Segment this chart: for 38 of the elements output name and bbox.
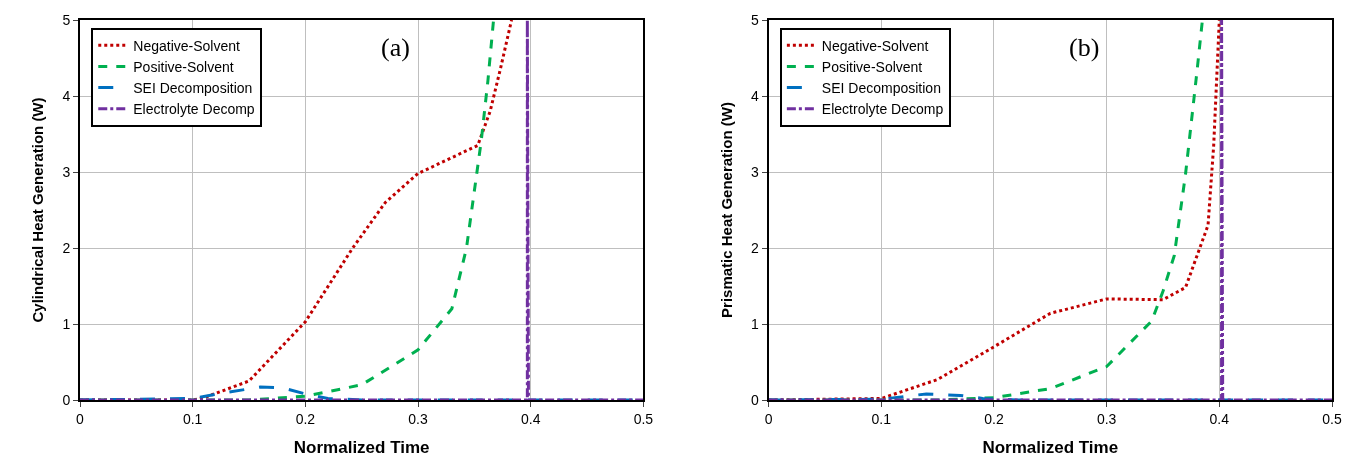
x-tick-label: 0.2 — [295, 410, 316, 427]
x-tick-label: 0.1 — [871, 410, 892, 427]
y-tick-label: 3 — [751, 163, 759, 180]
y-tick-label: 2 — [62, 239, 71, 256]
x-tick-label: 0 — [76, 410, 85, 427]
x-tick-label: 0.4 — [1209, 410, 1230, 427]
legend-label: SEI Decomposition — [133, 80, 253, 97]
y-tick-label: 5 — [751, 11, 759, 28]
x-tick-label: 0 — [764, 410, 773, 427]
y-tick-label: 4 — [751, 87, 759, 104]
legend-label: Positive-Solvent — [821, 58, 923, 75]
annotation: (a) — [381, 33, 410, 62]
y-tick-label: 0 — [751, 391, 759, 408]
y-tick-label: 5 — [62, 11, 71, 28]
annotation: (b) — [1069, 33, 1100, 62]
legend-label: Negative-Solvent — [821, 37, 929, 54]
legend-label: Positive-Solvent — [133, 58, 234, 75]
y-tick-label: 4 — [62, 87, 71, 104]
x-tick-label: 0.1 — [182, 410, 203, 427]
legend-label: Electrolyte Decomp — [133, 101, 255, 118]
y-axis-title: Cylindrical Heat Generation (W) — [29, 97, 47, 323]
y-tick-label: 0 — [62, 391, 71, 408]
x-tick-label: 0.3 — [1096, 410, 1117, 427]
x-tick-label: 0.5 — [1322, 410, 1342, 427]
legend-label: Negative-Solvent — [133, 37, 240, 54]
y-tick-label: 1 — [751, 315, 759, 332]
x-axis-title: Normalized Time — [293, 437, 430, 457]
legend-label: Electrolyte Decomp — [821, 101, 944, 118]
y-tick-label: 1 — [62, 315, 71, 332]
y-axis-title: Prismatic Heat Generation (W) — [717, 102, 735, 318]
x-tick-label: 0.4 — [520, 410, 541, 427]
x-tick-label: 0.5 — [633, 410, 654, 427]
x-tick-label: 0.3 — [408, 410, 428, 427]
x-tick-label: 0.2 — [984, 410, 1004, 427]
y-tick-label: 2 — [751, 239, 759, 256]
legend-label: SEI Decomposition — [821, 80, 941, 97]
x-axis-title: Normalized Time — [982, 437, 1119, 457]
y-tick-label: 3 — [62, 163, 71, 180]
